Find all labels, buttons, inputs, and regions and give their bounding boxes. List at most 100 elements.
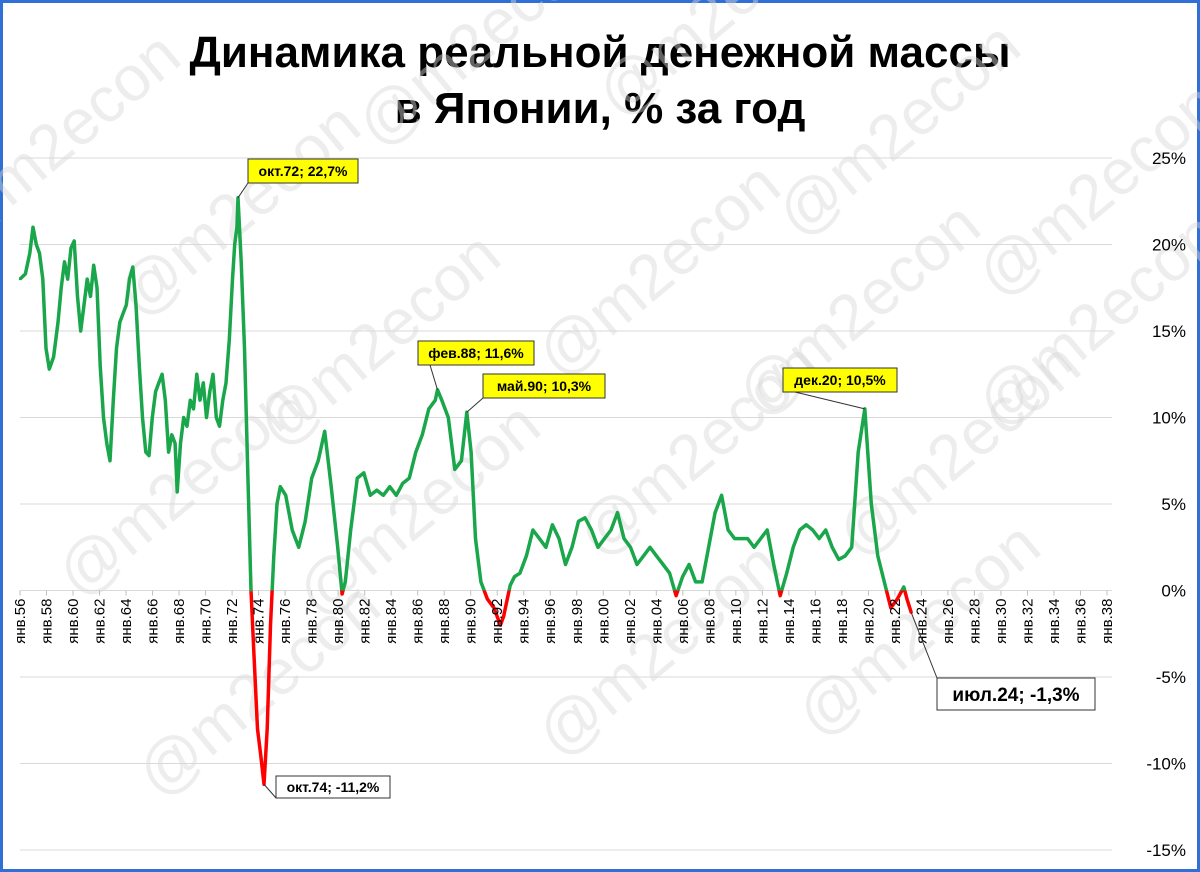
x-tick-label: янв.74 (251, 599, 268, 644)
series-point (272, 554, 275, 558)
series-point (661, 563, 665, 566)
series-point (905, 597, 909, 601)
y-tick-label: 25% (1152, 149, 1186, 168)
y-tick-label: 5% (1161, 495, 1186, 514)
y-tick-label: -5% (1156, 668, 1186, 687)
series-point (824, 528, 827, 532)
x-tick-label: янв.62 (92, 599, 109, 644)
series-point (69, 246, 73, 250)
series-point (447, 416, 450, 419)
y-tick-label: 15% (1152, 322, 1186, 341)
series-point (557, 537, 561, 540)
series-point (141, 416, 144, 419)
series-point (499, 623, 502, 627)
annotations: окт.72; 22,7% окт.74; -11,2% фев.88; 11,6%… (237, 158, 1096, 799)
series-point (713, 511, 717, 514)
series-point (570, 546, 574, 549)
annotation-callout: май.90; 10,3% (466, 373, 606, 413)
y-tick-label: 10% (1152, 409, 1186, 428)
series-point (883, 580, 886, 584)
series-point (440, 399, 443, 402)
series-point (185, 425, 189, 428)
series-point (538, 537, 541, 540)
x-tick-label: янв.56 (12, 599, 29, 644)
annotation-label: окт.72; 22,7% (259, 163, 348, 179)
x-tick-label: янв.14 (781, 599, 798, 644)
annotation-label: окт.74; -11,2% (287, 779, 380, 795)
series-point (52, 355, 55, 359)
series-point (157, 381, 160, 385)
series-point (525, 554, 528, 558)
x-tick-label: янв.88 (436, 599, 453, 644)
series-point (164, 399, 167, 402)
series-point (844, 554, 847, 558)
x-tick-label: янв.28 (966, 598, 983, 643)
series-point (785, 572, 788, 575)
series-point (668, 572, 671, 575)
y-tick-label: 20% (1152, 236, 1186, 255)
series-point (269, 623, 272, 627)
series-point (694, 580, 697, 584)
series-point (577, 520, 580, 523)
series-point (414, 450, 417, 454)
series-point (63, 260, 66, 263)
series-point (531, 528, 535, 532)
series-point (596, 546, 600, 549)
series-point (125, 303, 128, 307)
series-point (134, 303, 138, 307)
x-tick-label: янв.96 (542, 599, 559, 644)
x-tick-label: янв.04 (648, 599, 665, 644)
series-point (304, 520, 307, 523)
series-point (76, 295, 79, 298)
annotation-callout: дек.20; 10,5% (782, 367, 898, 410)
series-point (460, 459, 463, 462)
series-point (513, 575, 516, 578)
series-point (215, 416, 218, 419)
series-point (772, 563, 775, 566)
series-point (551, 523, 554, 526)
series-point (818, 537, 821, 540)
series-point (208, 390, 211, 393)
x-tick-label: янв.00 (595, 599, 612, 644)
annotation-label: дек.20; 10,5% (794, 372, 886, 388)
series-point (231, 277, 234, 281)
series-point (228, 338, 231, 341)
x-tick-label: янв.60 (65, 599, 82, 644)
series-point (240, 260, 243, 263)
x-tick-label: янв.20 (860, 599, 877, 644)
series-point (60, 286, 63, 289)
series-point (259, 753, 262, 757)
series-point (170, 433, 173, 436)
series-point (243, 347, 246, 350)
x-tick-label: янв.30 (993, 598, 1010, 643)
series-point (79, 329, 82, 333)
series-point (502, 615, 505, 618)
series-point (121, 312, 125, 315)
series-point (147, 454, 151, 457)
series-point (896, 597, 899, 601)
series-point (655, 554, 658, 558)
annotation-box (936, 677, 1096, 711)
series-point (395, 494, 398, 497)
series-point (275, 502, 279, 506)
series-point (48, 367, 51, 371)
series-point (509, 584, 512, 587)
y-tick-labels: 25% 20% 15% 10% 5% 0% -5% -10% -15% (1146, 149, 1186, 860)
series-point (291, 528, 294, 532)
series-point (44, 347, 48, 350)
series-point (41, 277, 44, 281)
series-point (115, 347, 118, 350)
series-point (792, 546, 795, 549)
y-tick-label: -10% (1146, 755, 1186, 774)
series-point (66, 277, 69, 281)
series-point (349, 528, 352, 532)
series-point (73, 239, 76, 243)
x-tick-label: янв.10 (728, 599, 745, 644)
series-point (86, 277, 89, 281)
series-point (870, 502, 873, 506)
x-tick-label: янв.84 (383, 599, 400, 644)
annotation-leader (910, 612, 938, 679)
series-point (434, 399, 437, 402)
series-point (746, 537, 749, 540)
